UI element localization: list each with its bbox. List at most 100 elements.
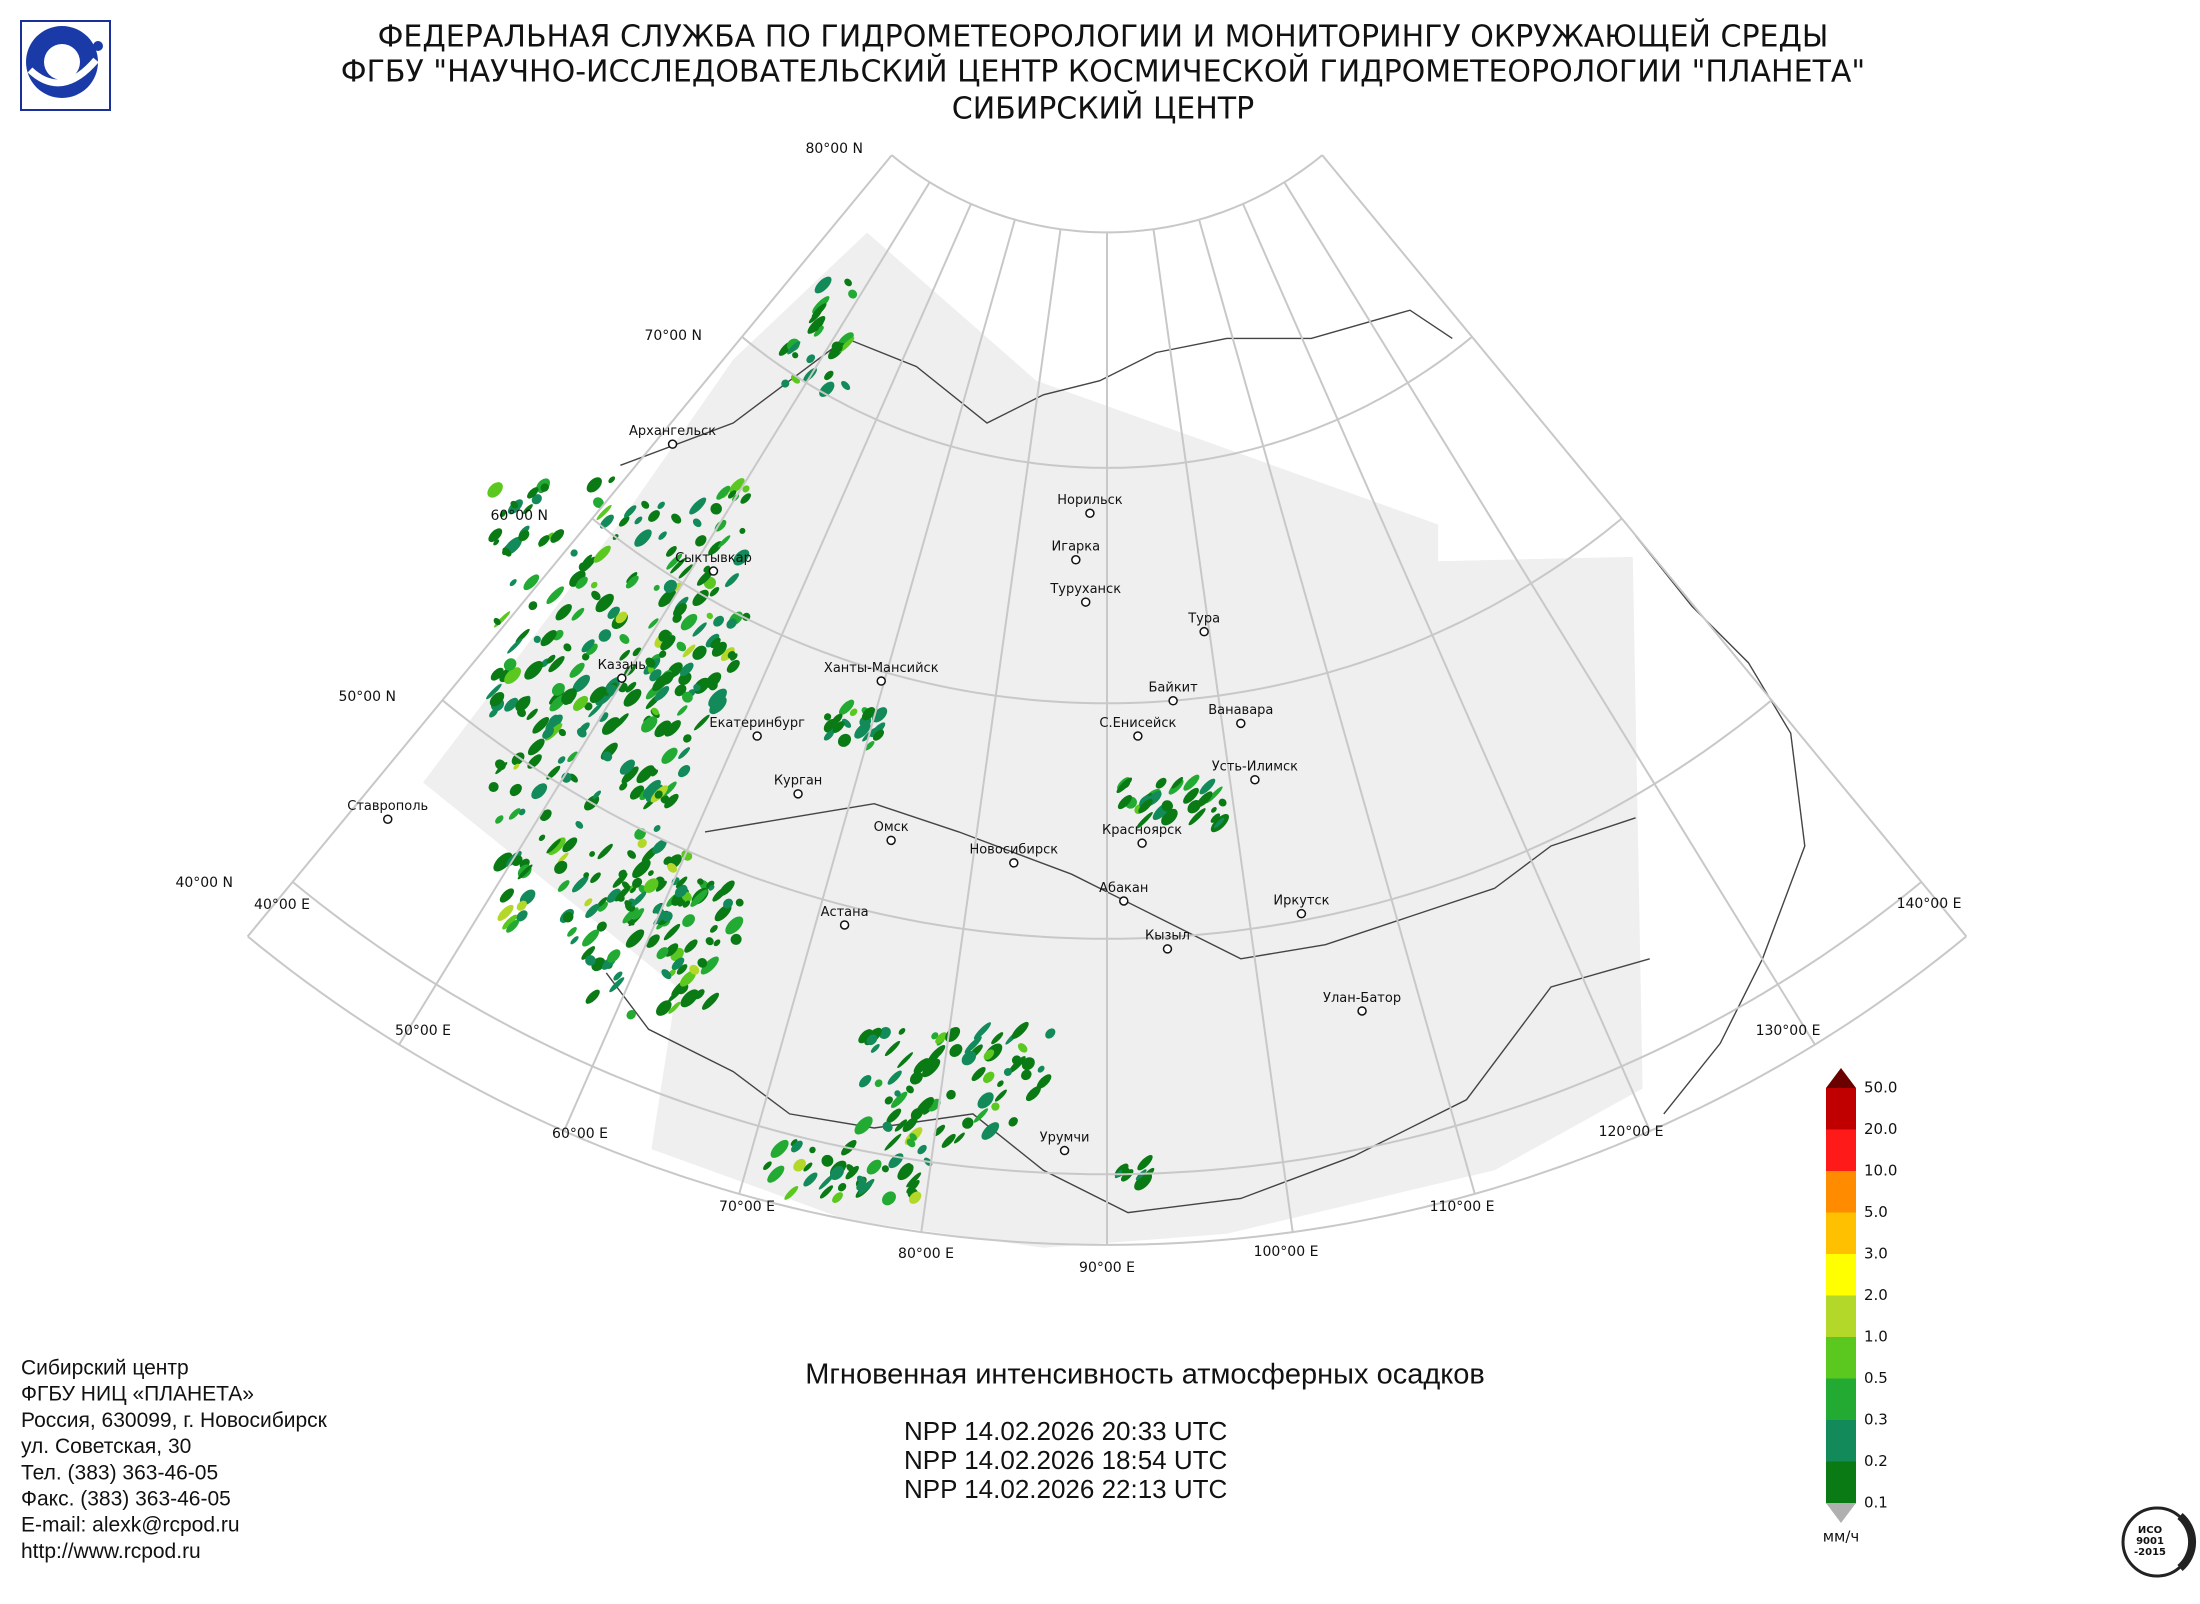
precipitation-cell: [531, 494, 542, 505]
city-marker: [1137, 838, 1147, 848]
legend-label: 0.3: [1864, 1411, 1888, 1429]
city-label: Ванавара: [1208, 703, 1273, 718]
header-line: ФЕДЕРАЛЬНАЯ СЛУЖБА ПО ГИДРОМЕТЕОРОЛОГИИ …: [378, 19, 1829, 55]
precipitation-cell: [546, 765, 561, 780]
precipitation-cell: [550, 529, 565, 543]
precipitation-cell: [781, 379, 790, 388]
precipitation-cell: [546, 586, 565, 605]
city-marker: [1071, 555, 1081, 565]
precipitation-cell: [629, 785, 645, 800]
iso-text: 9001: [2136, 1536, 2164, 1547]
precipitation-cell: [866, 1159, 882, 1175]
precipitation-cell: [508, 808, 521, 820]
precipitation-cell: [502, 547, 512, 557]
precipitation-cell: [703, 565, 711, 573]
precipitation-cell: [831, 713, 843, 725]
precipitation-cell: [570, 549, 578, 557]
precipitation-cell: [1183, 774, 1200, 791]
precipitation-cell: [634, 529, 652, 547]
precipitation-cell: [973, 1108, 989, 1123]
city-marker: [793, 789, 803, 799]
city-label: Омск: [874, 820, 909, 835]
precipitation-cell: [516, 900, 527, 911]
legend-label: 1.0: [1864, 1328, 1888, 1346]
precipitation-cell: [561, 688, 577, 704]
precipitation-cell: [589, 686, 607, 703]
city-label: Новосибирск: [969, 843, 1058, 858]
legend-swatch: [1826, 1129, 1856, 1172]
precipitation-cell: [891, 1091, 908, 1108]
precipitation-cell: [906, 1180, 920, 1194]
city-marker: [1199, 626, 1209, 637]
border-line: [620, 309, 1453, 466]
precipitation-cell: [632, 647, 642, 657]
precipitation-cell: [572, 674, 590, 693]
precipitation-cell: [658, 589, 676, 607]
legend-label: 10.0: [1864, 1162, 1897, 1180]
city-label: Казань: [598, 658, 646, 673]
precipitation-cell: [667, 863, 677, 873]
precipitation-cell: [634, 516, 643, 525]
precipitation-cell: [898, 1028, 906, 1035]
precipitation-cell: [554, 860, 568, 874]
precipitation-cell: [625, 575, 639, 589]
precipitation-cell: [1025, 1086, 1041, 1102]
satellite-pass: NPP 14.02.2026 22:13 UTC: [904, 1474, 1227, 1504]
precipitation-cell: [646, 934, 660, 948]
city-label: Астана: [821, 905, 869, 920]
precipitation-cell: [714, 904, 732, 922]
city-label: С.Енисейск: [1099, 716, 1176, 731]
precipitation-cell: [504, 697, 519, 712]
city-label: Ставрополь: [347, 799, 428, 814]
precipitation-cell: [824, 370, 834, 381]
precipitation-cell: [711, 641, 727, 657]
precipitation-cell: [823, 713, 832, 721]
contact-line: Факс. (383) 363-46-05: [21, 1488, 231, 1511]
lat-label: 70°00 N: [644, 328, 702, 344]
lon-label: 110°00 E: [1430, 1199, 1495, 1215]
precipitation-cell: [609, 977, 625, 993]
precipitation-cell: [575, 576, 588, 589]
city-label: Игарка: [1052, 540, 1101, 555]
precipitation-cell: [625, 681, 637, 693]
lon-label: 90°00 E: [1079, 1260, 1135, 1276]
precipitation-cell: [632, 877, 643, 888]
lon-label: 140°00 E: [1897, 896, 1962, 912]
precipitation-cell: [641, 500, 650, 509]
precipitation-cell: [839, 337, 855, 353]
precipitation-cell: [870, 1043, 880, 1053]
city-label: Байкит: [1149, 681, 1199, 696]
precipitation-cell: [546, 654, 556, 664]
legend-swatch: [1826, 1420, 1856, 1462]
precipitation-cell: [502, 914, 518, 930]
precipitation-cell: [898, 1162, 912, 1176]
precipitation-cell: [654, 720, 672, 738]
precipitation-cell: [581, 946, 596, 960]
precipitation-cell: [487, 482, 503, 498]
precipitation-cell: [897, 1052, 914, 1069]
precipitation-cell: [680, 989, 699, 1008]
precipitation-cell: [642, 779, 661, 798]
precipitation-cell: [509, 783, 522, 797]
precipitation-cell: [1037, 1065, 1045, 1073]
precipitation-cell: [596, 504, 612, 520]
precipitation-cell: [720, 647, 735, 662]
meridian: [398, 181, 931, 1046]
precipitation-cell: [637, 838, 647, 849]
precipitation-cell: [595, 593, 614, 613]
precipitation-cell: [655, 880, 667, 892]
city-marker: [1250, 774, 1260, 785]
precipitation-cell: [692, 589, 709, 607]
city-marker: [1168, 696, 1178, 706]
precipitation-cell: [739, 527, 746, 534]
legend-swatch: [1826, 1212, 1856, 1255]
precipitation-cell: [558, 728, 566, 737]
precipitation-cell: [729, 478, 745, 494]
precipitation-cell: [538, 535, 550, 547]
lon-label: 70°00 E: [719, 1199, 775, 1215]
precipitation-cell: [697, 957, 708, 968]
precipitation-cell: [493, 617, 501, 626]
precipitation-cell: [991, 1032, 1004, 1045]
precipitation-cell: [557, 880, 570, 892]
precipitation-cell: [1121, 780, 1131, 789]
